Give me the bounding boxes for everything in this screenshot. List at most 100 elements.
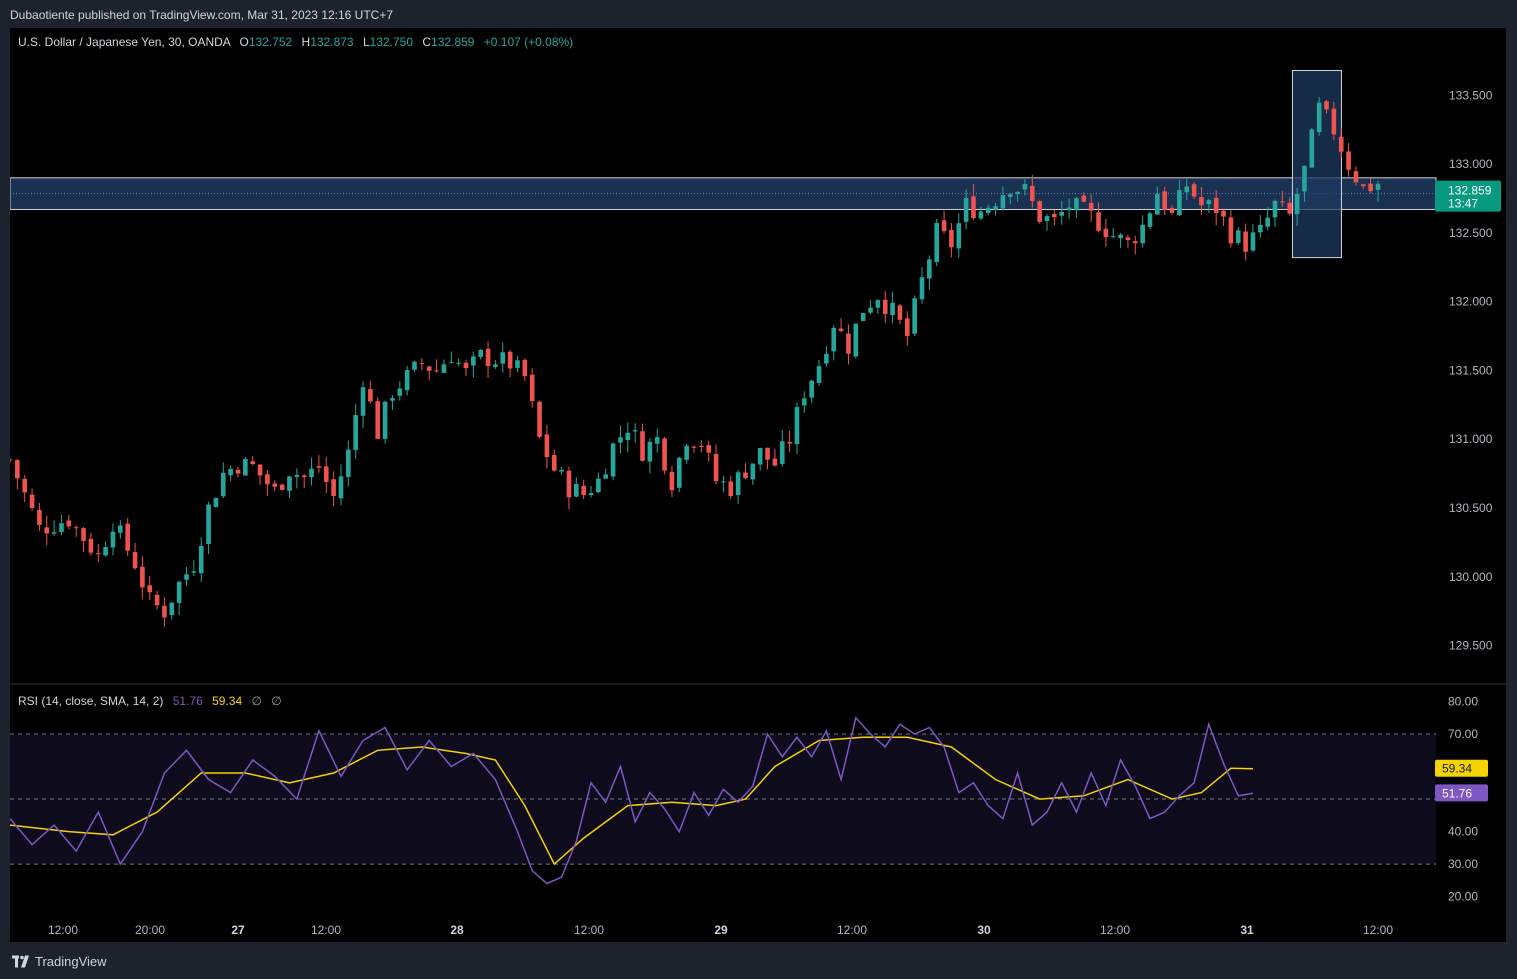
candle-body (412, 361, 417, 370)
candle-body (515, 360, 520, 368)
footer-brand: TradingView (35, 954, 107, 969)
candle-body (1272, 200, 1278, 218)
candle-body (588, 493, 594, 495)
candle-body (860, 313, 866, 321)
candle-body (1066, 207, 1072, 210)
tradingview-logo[interactable]: TradingView (12, 954, 107, 969)
candle-body (419, 363, 425, 365)
candle-body (176, 581, 182, 603)
candle-body (1287, 202, 1293, 214)
candle-body (1103, 228, 1109, 238)
candle-body (1213, 197, 1219, 214)
candle-body (669, 471, 675, 491)
chart-svg[interactable]: 133.500 133.000 132.500 132.000 131.500 131.0… (10, 28, 1506, 942)
candle-body (382, 401, 388, 439)
candle-body (198, 546, 204, 574)
candle-body (228, 468, 233, 476)
candle-body (1030, 186, 1035, 202)
candle-body (243, 458, 248, 476)
candle-body (1280, 201, 1285, 203)
symbol-legend: U.S. Dollar / Japanese Yen, 30, OANDA O1… (18, 35, 573, 49)
candle-body (1015, 191, 1020, 195)
price-tick-label: 130.500 (1449, 501, 1493, 515)
rsi-tick-label: 70.00 (1448, 727, 1478, 741)
candle-body (37, 509, 42, 525)
candle-body (603, 474, 609, 479)
candle-body (676, 457, 682, 488)
candle-body (912, 298, 917, 334)
candle-body (735, 472, 741, 495)
candle-body (1294, 193, 1300, 215)
candle-body (22, 478, 28, 493)
candle-body (44, 527, 50, 534)
candle-body (978, 211, 984, 219)
rsi-sma-badge-text: 59.34 (1442, 762, 1472, 776)
candle-body (169, 602, 175, 615)
candle-body (1081, 195, 1087, 202)
candle-body (191, 571, 197, 573)
candle-body (213, 498, 219, 508)
candle-body (890, 302, 895, 316)
candle-body (875, 300, 881, 308)
candle-body (265, 474, 270, 485)
candle-body (448, 362, 454, 364)
candle-body (610, 443, 616, 477)
price-tick-label: 131.000 (1449, 432, 1493, 446)
low-value: 132.750 (369, 35, 414, 49)
chart-area[interactable]: 133.500 133.000 132.500 132.000 131.500 131.0… (10, 28, 1506, 942)
candle-body (963, 197, 969, 222)
candle-body (1309, 129, 1315, 168)
candle-body (493, 364, 498, 367)
candles-group (10, 96, 1381, 627)
candle-body (551, 455, 557, 471)
close-value: 132.859 (431, 35, 475, 49)
candle-body (1140, 224, 1145, 244)
candle-body (125, 523, 130, 551)
candle-body (51, 532, 57, 534)
candle-body (346, 449, 351, 477)
rsi-na-2: ∅ (271, 694, 282, 708)
candle-body (88, 538, 94, 553)
candle-body (132, 552, 138, 569)
price-tick-label: 132.000 (1449, 295, 1493, 309)
candle-body (897, 305, 903, 320)
candle-body (1074, 198, 1079, 211)
highlight-box[interactable] (1291, 70, 1342, 259)
candle-body (559, 469, 564, 472)
candle-body (1346, 151, 1351, 170)
candle-body (287, 476, 292, 491)
candle-body (654, 437, 660, 444)
candle-body (301, 475, 307, 478)
candle-body (956, 223, 962, 249)
time-tick-label: 31 (1240, 923, 1254, 937)
candle-body (728, 481, 734, 497)
candle-body (426, 366, 432, 371)
candle-body (1125, 237, 1131, 241)
candle-body (544, 434, 550, 458)
candle-body (1243, 231, 1248, 252)
candle-body (1338, 136, 1344, 152)
candle-body (478, 350, 484, 357)
candle-body (485, 348, 491, 367)
candle-body (95, 553, 101, 555)
time-tick-label: 20:00 (135, 923, 165, 937)
change-value: +0.107 (+0.08%) (483, 35, 574, 49)
candle-body (919, 277, 925, 300)
price-tick-label: 133.000 (1449, 157, 1493, 171)
candle-body (838, 328, 844, 332)
candle-body (206, 504, 211, 544)
time-tick-label: 27 (231, 923, 245, 937)
candle-body (882, 299, 888, 315)
candle-body (1110, 236, 1116, 238)
symbol-name: U.S. Dollar / Japanese Yen, 30, OANDA (18, 35, 231, 49)
candle-body (250, 461, 256, 465)
price-tick-label: 131.500 (1449, 363, 1493, 377)
candle-body (1235, 230, 1241, 243)
candle-body (323, 466, 329, 482)
time-tick-label: 29 (714, 923, 728, 937)
candle-body (1360, 184, 1366, 187)
publisher-text: Dubaotiente published on TradingView.com… (10, 8, 394, 22)
candle-body (162, 605, 167, 618)
candle-body (750, 463, 756, 480)
candle-body (1118, 234, 1123, 239)
